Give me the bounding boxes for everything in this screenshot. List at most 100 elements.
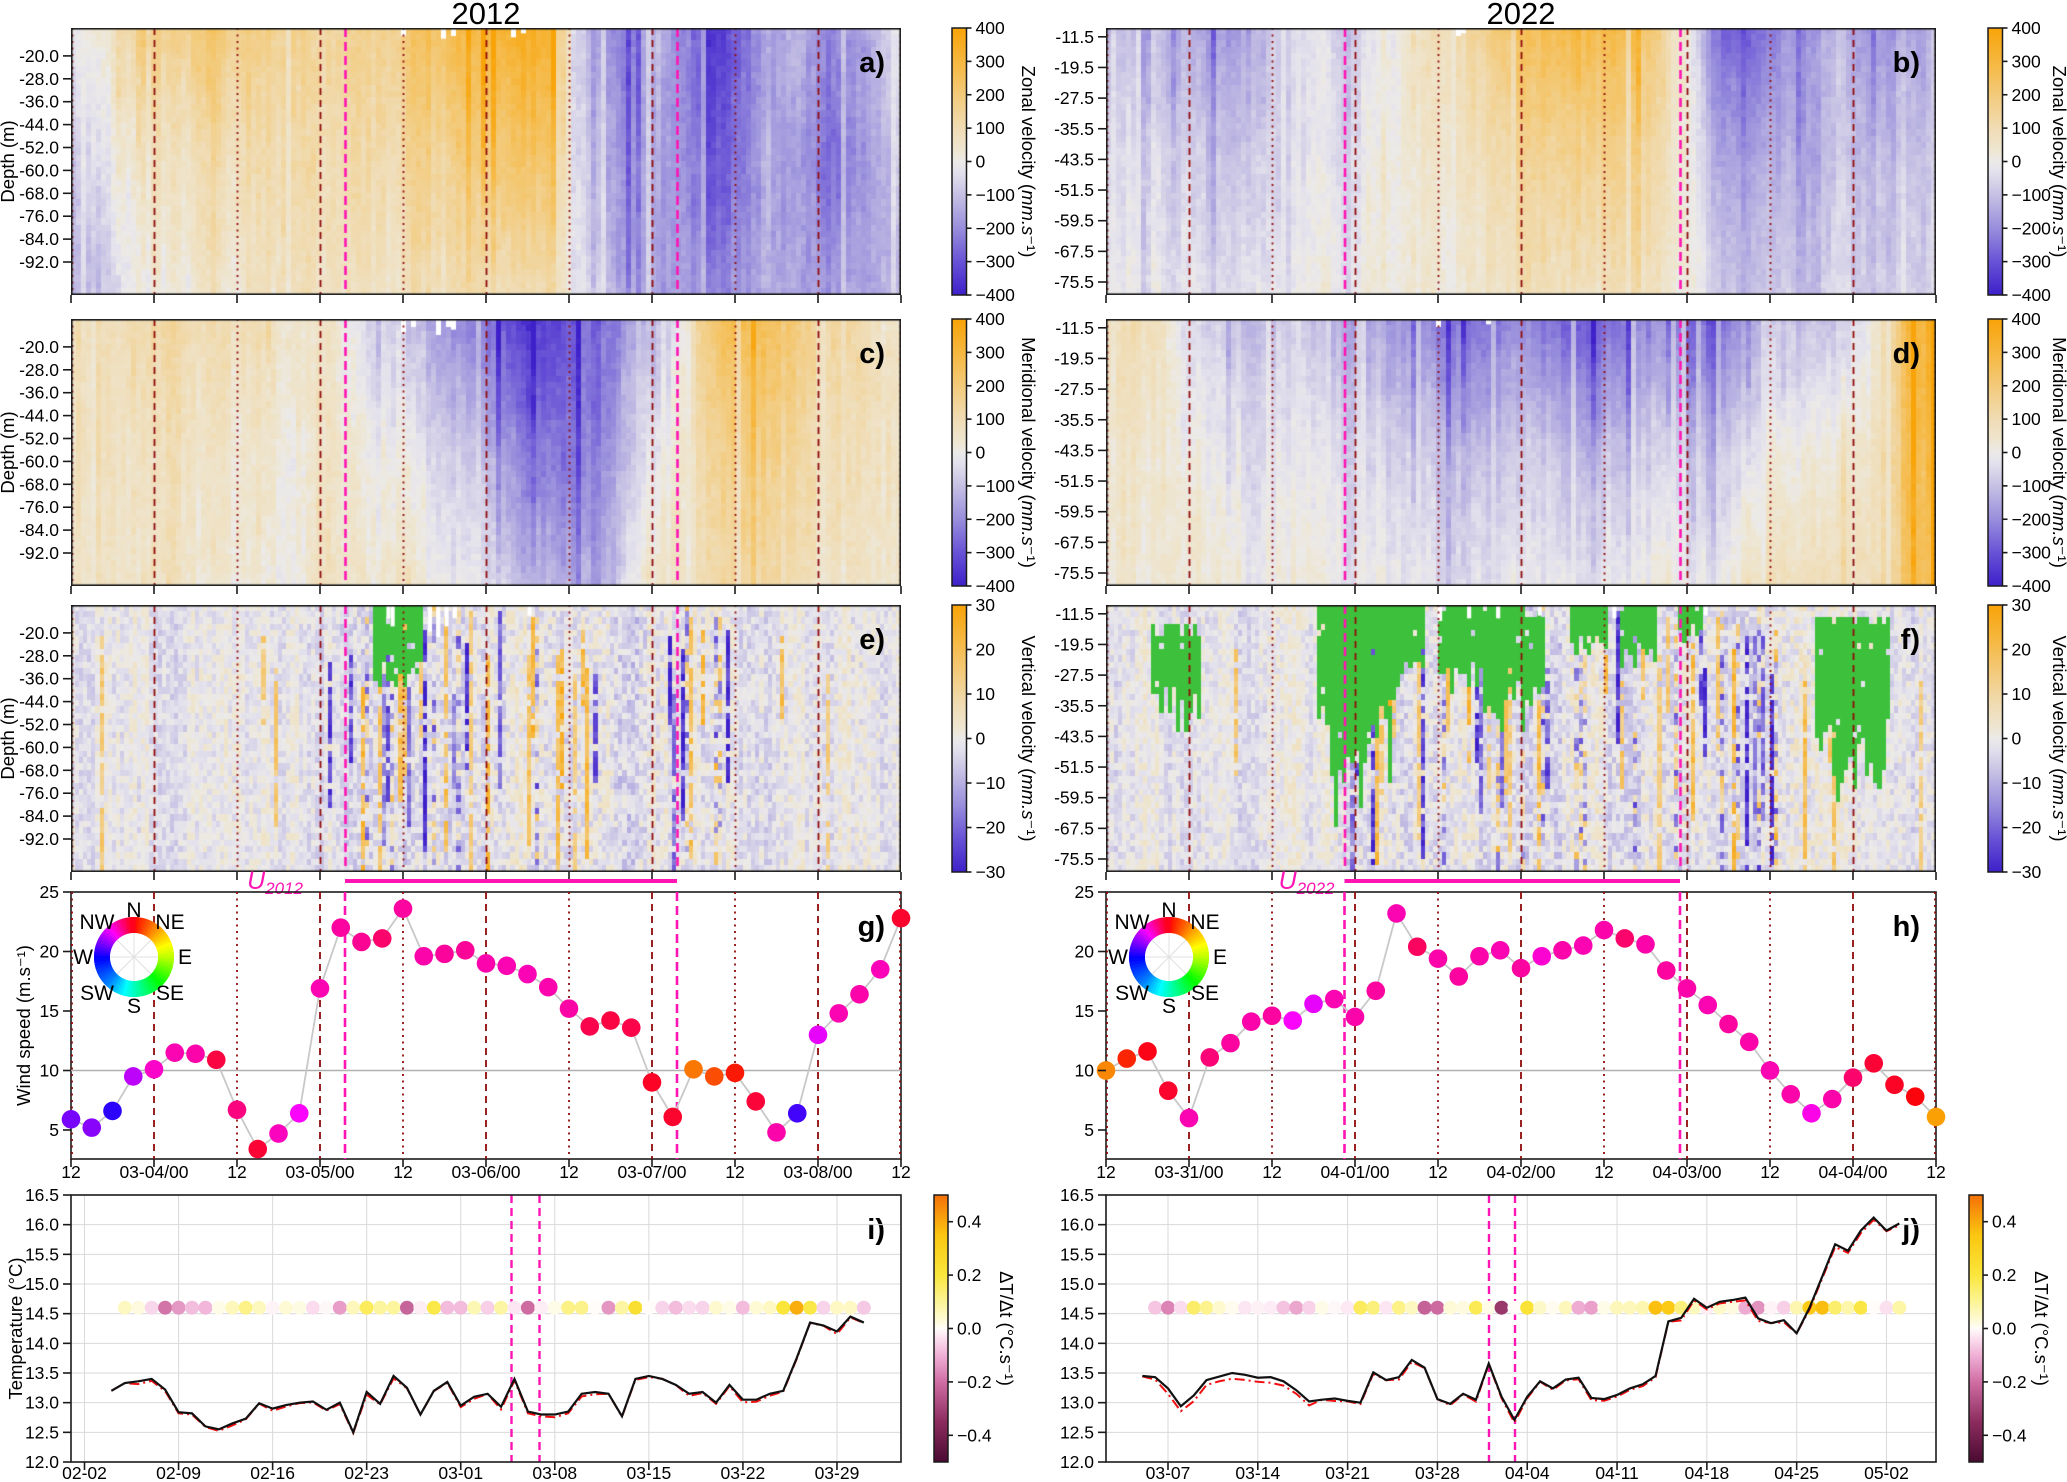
svg-text:03-28: 03-28 — [1415, 1463, 1460, 1482]
svg-text:02-23: 02-23 — [344, 1463, 389, 1482]
svg-text:-75.5: -75.5 — [1054, 272, 1094, 292]
svg-text:Temperature (°C): Temperature (°C) — [5, 1257, 26, 1399]
svg-text:-92.0: -92.0 — [19, 829, 59, 849]
svg-text:NW: NW — [1115, 911, 1150, 934]
svg-text:300: 300 — [976, 51, 1005, 71]
svg-text:-68.0: -68.0 — [19, 760, 59, 780]
svg-text:03-08: 03-08 — [532, 1463, 577, 1482]
svg-text:ΔT/Δt (°C.s⁻¹): ΔT/Δt (°C.s⁻¹) — [2031, 1271, 2052, 1386]
svg-text:100: 100 — [2012, 118, 2041, 138]
svg-text:100: 100 — [976, 118, 1005, 138]
svg-text:Vertical velocity (mm.s⁻¹): Vertical velocity (mm.s⁻¹) — [1018, 635, 1039, 841]
svg-text:-44.0: -44.0 — [19, 692, 59, 712]
svg-text:12: 12 — [1760, 1162, 1779, 1182]
svg-text:E: E — [178, 946, 192, 969]
svg-text:02-16: 02-16 — [250, 1463, 295, 1482]
svg-text:-59.5: -59.5 — [1054, 788, 1094, 808]
svg-text:03-31/00: 03-31/00 — [1154, 1162, 1223, 1182]
svg-text:-36.0: -36.0 — [19, 92, 59, 112]
svg-text:-92.0: -92.0 — [19, 543, 59, 563]
svg-text:-59.5: -59.5 — [1054, 502, 1094, 522]
svg-text:-67.5: -67.5 — [1054, 241, 1094, 261]
svg-text:20: 20 — [2012, 640, 2032, 660]
svg-text:20: 20 — [976, 640, 996, 660]
svg-text:04-11: 04-11 — [1595, 1463, 1638, 1482]
svg-text:300: 300 — [2012, 51, 2041, 71]
svg-text:-52.0: -52.0 — [19, 429, 59, 449]
svg-text:Zonal velocity (mm.s⁻¹): Zonal velocity (mm.s⁻¹) — [1018, 66, 1039, 258]
svg-text:10: 10 — [40, 1061, 60, 1081]
svg-text:2012: 2012 — [452, 0, 521, 31]
svg-text:300: 300 — [2012, 342, 2041, 362]
svg-text:-68.0: -68.0 — [19, 183, 59, 203]
svg-text:−30: −30 — [976, 862, 1006, 882]
svg-text:10: 10 — [1075, 1061, 1095, 1081]
svg-text:Depth (m): Depth (m) — [0, 411, 18, 493]
svg-text:b): b) — [1893, 47, 1920, 79]
svg-text:200: 200 — [2012, 376, 2041, 396]
svg-text:14.5: 14.5 — [25, 1304, 59, 1324]
svg-text:−300: −300 — [976, 252, 1016, 272]
svg-text:−100: −100 — [2012, 185, 2052, 205]
svg-text:−200: −200 — [2012, 509, 2052, 529]
svg-text:-68.0: -68.0 — [19, 474, 59, 494]
svg-text:Zonal velocity (mm.s⁻¹): Zonal velocity (mm.s⁻¹) — [2049, 66, 2067, 258]
svg-text:-43.5: -43.5 — [1054, 726, 1094, 746]
svg-text:-76.0: -76.0 — [19, 497, 59, 517]
svg-text:03-05/00: 03-05/00 — [285, 1162, 354, 1182]
svg-text:12: 12 — [1262, 1162, 1281, 1182]
svg-text:0.0: 0.0 — [1992, 1319, 2017, 1339]
svg-text:02-09: 02-09 — [156, 1463, 201, 1482]
svg-text:−200: −200 — [2012, 218, 2052, 238]
svg-text:-60.0: -60.0 — [19, 737, 59, 757]
svg-text:13.5: 13.5 — [25, 1363, 59, 1383]
svg-text:f): f) — [1901, 624, 1920, 656]
svg-text:−400: −400 — [976, 576, 1016, 596]
svg-text:-60.0: -60.0 — [19, 451, 59, 471]
svg-text:-59.5: -59.5 — [1054, 211, 1094, 231]
svg-text:12.0: 12.0 — [1060, 1452, 1094, 1472]
svg-text:400: 400 — [976, 18, 1005, 38]
svg-text:-44.0: -44.0 — [19, 115, 59, 135]
svg-text:14.0: 14.0 — [25, 1333, 59, 1353]
svg-text:100: 100 — [976, 409, 1005, 429]
svg-text:25: 25 — [40, 882, 59, 902]
svg-text:04-04: 04-04 — [1505, 1463, 1550, 1482]
svg-text:-75.5: -75.5 — [1054, 563, 1094, 583]
svg-text:-28.0: -28.0 — [19, 360, 59, 380]
svg-text:16.0: 16.0 — [25, 1215, 59, 1235]
svg-text:02-02: 02-02 — [62, 1463, 107, 1482]
svg-text:10: 10 — [976, 684, 996, 704]
svg-text:15.5: 15.5 — [1060, 1244, 1094, 1264]
svg-text:04-03/00: 04-03/00 — [1652, 1162, 1721, 1182]
svg-text:14.5: 14.5 — [1060, 1304, 1094, 1324]
svg-text:SW: SW — [1115, 982, 1149, 1005]
svg-text:100: 100 — [2012, 409, 2041, 429]
svg-text:12: 12 — [393, 1162, 412, 1182]
svg-text:0: 0 — [976, 729, 986, 749]
svg-text:U2012: U2012 — [247, 867, 303, 898]
svg-text:12: 12 — [1096, 1162, 1115, 1182]
svg-text:−20: −20 — [2012, 818, 2042, 838]
svg-text:−400: −400 — [976, 285, 1016, 305]
svg-text:-35.5: -35.5 — [1054, 410, 1094, 430]
svg-text:NE: NE — [1190, 911, 1219, 934]
svg-text:-44.0: -44.0 — [19, 406, 59, 426]
svg-text:W: W — [73, 946, 93, 969]
svg-text:13.5: 13.5 — [1060, 1363, 1094, 1383]
svg-text:13.0: 13.0 — [25, 1393, 59, 1413]
svg-text:400: 400 — [2012, 18, 2041, 38]
svg-text:h): h) — [1893, 911, 1920, 943]
svg-text:12: 12 — [559, 1162, 578, 1182]
svg-text:03-04/00: 03-04/00 — [119, 1162, 188, 1182]
svg-text:05-02: 05-02 — [1864, 1463, 1909, 1482]
svg-text:Depth (m): Depth (m) — [0, 697, 18, 779]
svg-text:−100: −100 — [2012, 476, 2052, 496]
svg-text:−200: −200 — [976, 509, 1016, 529]
svg-text:0.4: 0.4 — [957, 1212, 982, 1232]
svg-text:400: 400 — [2012, 309, 2041, 329]
svg-text:16.5: 16.5 — [25, 1185, 59, 1205]
svg-text:200: 200 — [976, 376, 1005, 396]
svg-text:-51.5: -51.5 — [1054, 471, 1094, 491]
svg-text:04-01/00: 04-01/00 — [1320, 1162, 1389, 1182]
